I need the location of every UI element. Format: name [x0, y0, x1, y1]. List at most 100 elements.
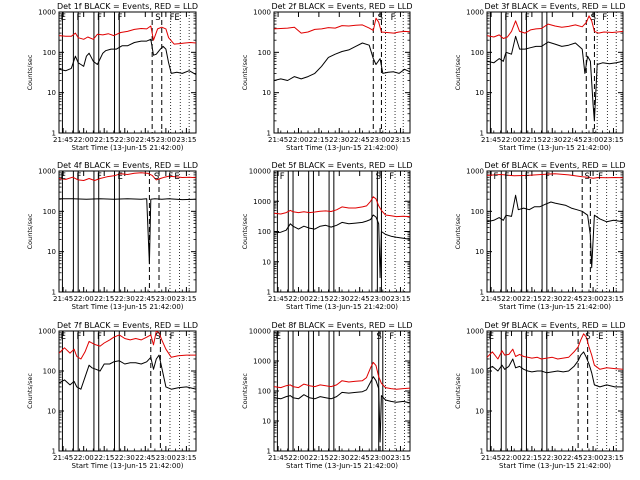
flag-label: F: [97, 13, 102, 23]
flag-label: F: [97, 332, 102, 342]
series-events-line: [59, 38, 196, 76]
flag-label: E: [174, 13, 179, 23]
x-tick-label: 21:45: [481, 136, 501, 144]
y-axis-label: Counts/sec: [241, 54, 249, 90]
flag-label: F: [598, 172, 603, 182]
y-tick-label: 10: [47, 408, 56, 416]
y-tick-label: 100: [471, 368, 484, 376]
flag-label: F: [525, 332, 530, 342]
x-tick-label: 22:00: [501, 454, 521, 462]
flag-label: F: [170, 332, 175, 342]
y-tick-label: 10: [262, 418, 271, 426]
series-events-line: [487, 194, 623, 269]
panel-title: Det 5f BLACK = Events, RED = LLD: [271, 161, 412, 170]
series-lld-line: [274, 196, 410, 218]
x-tick-label: 23:00: [583, 295, 603, 303]
y-tick-label: 100: [258, 228, 271, 236]
y-tick-label: 100: [258, 49, 271, 57]
y-tick-label: 1: [267, 448, 271, 456]
x-tick-label: 22:00: [74, 454, 94, 462]
y-tick-label: 1000: [253, 358, 271, 366]
flag-label: S: [376, 332, 381, 342]
x-tick-label: 22:00: [288, 454, 308, 462]
x-axis-label: Start Time (13-Jun-15 21:42:00): [286, 144, 398, 152]
traces: [487, 173, 623, 269]
y-tick-label: 1: [480, 130, 484, 138]
y-axis-label: Counts/sec: [241, 373, 249, 409]
y-tick-label: 10: [262, 89, 271, 97]
x-tick-label: 23:00: [583, 136, 603, 144]
y-tick-label: 1000: [38, 328, 56, 336]
x-tick-label: 22:45: [135, 295, 155, 303]
x-tick-label: 22:15: [309, 295, 329, 303]
y-tick-label: 1000: [466, 9, 484, 17]
x-tick-label: 23:00: [370, 136, 390, 144]
x-axis-label: Start Time (13-Jun-15 21:42:00): [499, 144, 611, 152]
x-tick-label: 22:30: [329, 136, 349, 144]
y-tick-label: 10000: [249, 328, 271, 336]
flag-label: S: [378, 13, 383, 23]
x-tick-label: 22:15: [94, 454, 114, 462]
series-events-line: [274, 214, 410, 279]
x-tick-label: 22:30: [115, 454, 135, 462]
plot-frame: [486, 330, 624, 452]
x-tick-label: 23:15: [176, 295, 196, 303]
x-axis-label: Start Time (13-Jun-15 21:42:00): [499, 462, 611, 470]
flag-label: F: [493, 172, 498, 182]
y-tick-label: 1000: [253, 9, 271, 17]
panel-title: Det 8f BLACK = Events, RED = LLD: [271, 321, 412, 330]
y-axis-label: Counts/sec: [454, 213, 462, 249]
flag-label: E: [118, 172, 123, 182]
y-tick-label: 1: [267, 289, 271, 297]
x-tick-label: 22:00: [501, 295, 521, 303]
x-tick-label: 23:15: [603, 136, 623, 144]
y-tick-label: 1000: [38, 168, 56, 176]
panel-det-6f: Det 6f BLACK = Events, RED = LLD 1 10 100 10…: [454, 161, 626, 311]
flag-label: F: [545, 332, 550, 342]
x-tick-label: 23:15: [603, 295, 623, 303]
series-lld-line: [487, 15, 623, 39]
y-tick-label: 10000: [249, 168, 271, 176]
x-tick-label: 21:45: [268, 136, 288, 144]
x-tick-label: 22:45: [350, 454, 370, 462]
x-tick-label: 22:30: [329, 454, 349, 462]
y-axis-label: Counts/sec: [26, 373, 34, 409]
flag-label: F: [525, 172, 530, 182]
flag-label: F: [76, 332, 81, 342]
x-axis-label: Start Time (13-Jun-15 21:42:00): [286, 462, 398, 470]
y-tick-label: 10: [262, 258, 271, 266]
panel-title: Det 3f BLACK = Events, RED = LLD: [484, 2, 625, 11]
panel-title: Det 6f BLACK = Events, RED = LLD: [484, 161, 625, 170]
x-tick-label: 22:15: [94, 295, 114, 303]
panel-det-1f: Det 1f BLACK = Events, RED = LLD 1 10 100 10…: [26, 2, 198, 152]
x-axis-label: Start Time (13-Jun-15 21:42:00): [72, 462, 184, 470]
y-tick-label: 100: [43, 49, 56, 57]
x-tick-label: 22:15: [309, 136, 329, 144]
x-tick-label: 22:45: [563, 136, 583, 144]
series-lld-line: [59, 25, 196, 45]
flag-label: F: [545, 172, 550, 182]
x-tick-label: 23:00: [156, 454, 176, 462]
flag-label: E: [61, 172, 66, 182]
panel-det-2f: Det 2f BLACK = Events, RED = LLD 1 10 100 10…: [241, 2, 413, 152]
plot-frame: [486, 170, 624, 293]
x-tick-label: 21:45: [268, 454, 288, 462]
x-tick-label: 23:15: [603, 454, 623, 462]
x-tick-label: 22:30: [329, 295, 349, 303]
x-tick-label: 22:15: [522, 295, 542, 303]
panel-title: Det 7f BLACK = Events, RED = LLD: [57, 321, 198, 330]
series-events-line: [487, 35, 623, 122]
flag-label: E: [489, 332, 494, 342]
flag-label: F: [391, 13, 396, 23]
x-tick-label: 22:00: [288, 295, 308, 303]
flag-label: E: [174, 172, 179, 182]
y-tick-label: 1: [52, 448, 56, 456]
traces: [274, 196, 410, 279]
x-tick-label: 22:00: [501, 136, 521, 144]
y-tick-label: 10: [47, 89, 56, 97]
series-events-line: [274, 42, 410, 81]
traces: [274, 361, 410, 443]
flag-label: F: [170, 13, 175, 23]
x-tick-label: 22:45: [350, 295, 370, 303]
